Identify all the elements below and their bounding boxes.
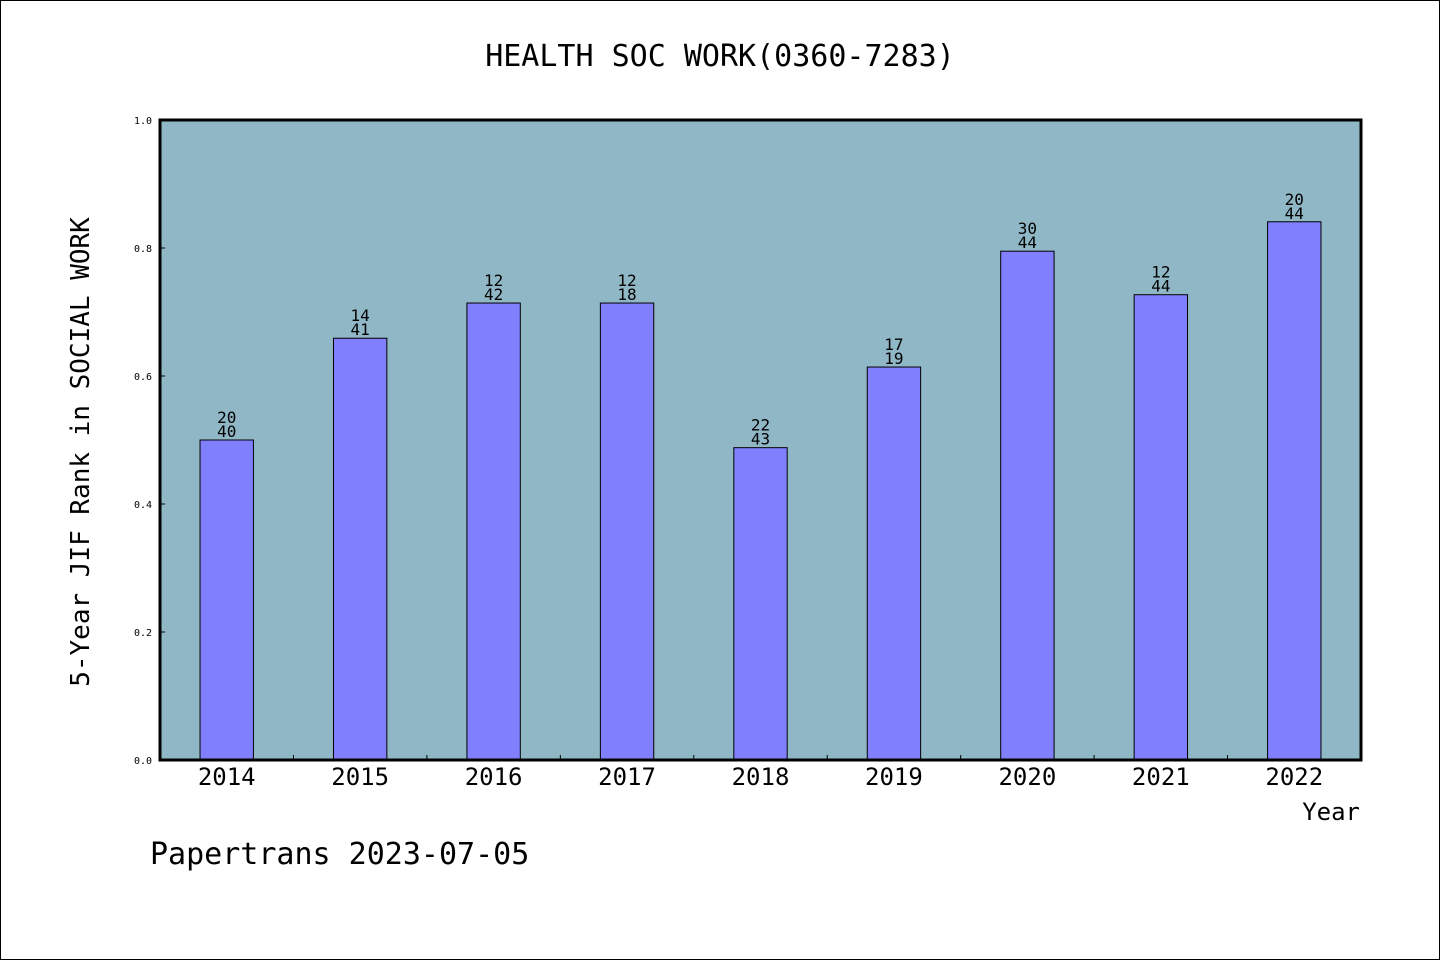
x-tick-label: 2017 (598, 763, 656, 791)
bar-2021 (1133, 294, 1189, 761)
bar-2017 (599, 302, 655, 761)
x-tick-label: 2018 (732, 763, 790, 791)
x-axis-label: Year (1302, 798, 1360, 826)
x-tick-label: 2014 (198, 763, 256, 791)
y-axis-label: 5-Year JIF Rank in SOCIAL WORK (66, 217, 96, 687)
bar-2020 (1000, 250, 1055, 761)
bar-label-total: 44 (1018, 233, 1037, 252)
x-tick-label: 2021 (1132, 763, 1190, 791)
bar-label-rank: 12 (617, 271, 636, 290)
y-axis: 0.0 0.2 0.4 0.6 0.8 1.0 (134, 116, 165, 767)
y-tick-label: 0.8 (134, 244, 152, 255)
bar-label-total: 44 (1285, 204, 1304, 223)
bar-2016 (466, 302, 521, 761)
x-tick-label: 2022 (1265, 763, 1323, 791)
bar-label-rank: 20 (217, 408, 236, 427)
bar-label-rank: 14 (351, 306, 370, 325)
bar-label-total: 43 (751, 430, 770, 449)
bar-label-rank: 30 (1018, 219, 1037, 238)
footer-text: Papertrans 2023-07-05 (150, 837, 529, 872)
y-tick-label: 0.2 (134, 628, 152, 639)
x-tick-label: 2015 (331, 763, 389, 791)
x-tick-label: 2019 (865, 763, 923, 791)
x-tick-label: 2016 (465, 763, 523, 791)
bar-2022 (1267, 221, 1322, 761)
bar-2015 (332, 337, 388, 761)
y-tick-label: 1.0 (134, 116, 152, 127)
bar-2019 (866, 366, 922, 761)
x-axis: 2014 2015 2016 2017 2018 2019 2020 2021 2022 (198, 755, 1323, 791)
y-tick-label: 0.0 (134, 756, 152, 767)
bar-label-rank: 20 (1285, 190, 1304, 209)
bar-label-total: 40 (217, 422, 236, 441)
bar-label-rank: 22 (751, 416, 770, 435)
bar-label-rank: 12 (1151, 263, 1170, 282)
bars-group (199, 221, 1322, 761)
x-tick-label: 2020 (998, 763, 1056, 791)
bar-label-total: 18 (617, 285, 636, 304)
bar-label-total: 44 (1151, 277, 1170, 296)
bar-label-rank: 12 (484, 271, 503, 290)
bar-label-rank: 17 (884, 335, 903, 354)
bar-label-total: 41 (351, 320, 370, 339)
y-tick-label: 0.6 (134, 372, 152, 383)
plot-border (158, 118, 1363, 762)
bar-2018 (733, 447, 788, 761)
bar-label-total: 19 (884, 349, 903, 368)
chart-title: HEALTH SOC WORK(0360-7283) (485, 39, 955, 74)
bar-label-total: 42 (484, 285, 503, 304)
y-tick-label: 0.4 (134, 500, 152, 511)
bar-2014 (199, 439, 254, 761)
